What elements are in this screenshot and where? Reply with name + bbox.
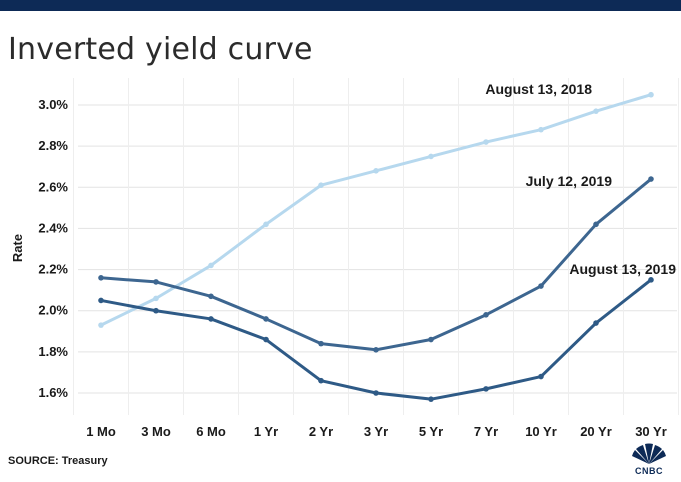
y-tick-label: 3.0% bbox=[38, 97, 68, 112]
data-point bbox=[153, 307, 159, 314]
y-axis-label: Rate bbox=[10, 234, 25, 262]
x-tick-label: 10 Yr bbox=[525, 424, 557, 439]
data-point bbox=[593, 320, 599, 326]
data-point bbox=[538, 373, 544, 380]
x-tick-label: 30 Yr bbox=[635, 424, 667, 439]
data-point bbox=[318, 182, 324, 189]
data-point bbox=[648, 176, 654, 182]
data-point bbox=[373, 390, 379, 396]
y-tick-label: 2.6% bbox=[38, 179, 68, 194]
x-tick-label: 1 Yr bbox=[254, 424, 278, 439]
data-point bbox=[263, 316, 269, 322]
peacock-icon bbox=[632, 443, 666, 464]
x-tick-label: 6 Mo bbox=[196, 424, 226, 439]
data-point bbox=[208, 293, 214, 300]
source-note: SOURCE: Treasury bbox=[8, 455, 108, 467]
data-point bbox=[98, 275, 104, 281]
x-tick-label: 3 Yr bbox=[364, 424, 388, 439]
data-point bbox=[263, 221, 269, 228]
data-point bbox=[538, 283, 544, 289]
chart-title: Inverted yield curve bbox=[8, 32, 313, 67]
y-tick-label: 1.6% bbox=[38, 385, 68, 400]
x-tick-label: 5 Yr bbox=[419, 424, 443, 439]
data-point bbox=[428, 336, 434, 343]
data-point bbox=[593, 108, 599, 114]
data-point bbox=[428, 396, 434, 402]
data-point bbox=[318, 377, 324, 384]
data-point bbox=[593, 221, 599, 228]
x-tick-label: 1 Mo bbox=[86, 424, 116, 439]
data-point bbox=[263, 336, 269, 343]
data-point bbox=[648, 277, 654, 283]
series-label: July 12, 2019 bbox=[526, 173, 613, 189]
y-tick-label: 2.8% bbox=[38, 138, 68, 153]
y-tick-label: 2.4% bbox=[38, 220, 68, 235]
data-point bbox=[373, 347, 379, 353]
data-point bbox=[538, 126, 544, 133]
top-bar bbox=[0, 0, 681, 11]
x-tick-label: 3 Mo bbox=[141, 424, 171, 439]
y-tick-label: 1.8% bbox=[38, 344, 68, 359]
data-point bbox=[153, 295, 159, 302]
data-point bbox=[208, 262, 214, 269]
cnbc-logo: CNBC bbox=[626, 440, 672, 478]
data-point bbox=[153, 279, 159, 285]
series-label: August 13, 2018 bbox=[485, 81, 592, 97]
x-tick-label: 7 Yr bbox=[474, 424, 498, 439]
data-point bbox=[648, 91, 654, 98]
logo-text: CNBC bbox=[635, 466, 663, 476]
data-point bbox=[98, 297, 104, 304]
x-tick-label: 20 Yr bbox=[580, 424, 612, 439]
data-point bbox=[318, 340, 324, 347]
data-point bbox=[98, 322, 104, 328]
x-tick-label: 2 Yr bbox=[309, 424, 333, 439]
data-point bbox=[428, 153, 434, 160]
data-point bbox=[373, 168, 379, 174]
y-tick-label: 2.2% bbox=[38, 262, 68, 277]
data-point bbox=[483, 386, 489, 392]
data-point bbox=[483, 139, 489, 145]
series-label: August 13, 2019 bbox=[569, 261, 676, 277]
data-point bbox=[483, 312, 489, 318]
data-point bbox=[208, 316, 214, 322]
y-tick-label: 2.0% bbox=[38, 303, 68, 318]
